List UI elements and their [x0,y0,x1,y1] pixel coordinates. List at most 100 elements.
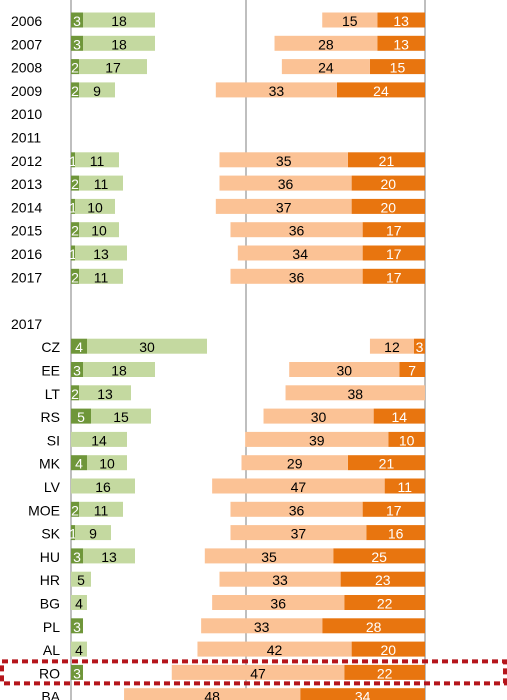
bar-orange-light [274,35,378,51]
bar-orange-light [230,525,367,541]
value-label: 38 [347,386,363,402]
row-label: 2010 [11,106,42,122]
row-label: AL [43,642,60,658]
value-label: 9 [93,83,101,99]
value-label: 3 [73,665,81,681]
value-label: 35 [261,549,277,565]
row-label: MK [39,456,61,472]
value-label: 11 [398,479,413,495]
bar-orange-dark [340,571,425,587]
value-label: 13 [101,549,117,565]
value-label: 24 [318,60,334,76]
bar-green-light [91,408,151,424]
bar-orange-light [212,478,385,494]
bar-orange-dark [362,268,425,284]
bar-green-light [71,595,87,610]
value-label: 15 [342,13,358,29]
value-label: 2 [71,60,79,76]
value-label: 12 [384,339,400,355]
value-label: 3 [73,13,81,29]
value-label: 20 [381,642,397,658]
value-label: 48 [204,689,220,700]
value-label: 11 [94,502,109,518]
value-label: 15 [390,60,406,76]
row-label: RO [39,665,60,681]
row-label: 2017 [11,269,42,285]
bar-orange-light [230,268,363,284]
value-label: 3 [73,36,81,52]
value-label: 1 [69,246,77,262]
bar-orange-dark [366,525,425,541]
value-label: 33 [269,83,285,99]
bar-orange-light [219,175,352,191]
row-label: 2015 [11,223,42,239]
bar-orange-dark [351,198,425,214]
bar-green-dark [71,35,83,51]
row-label: SI [47,432,60,448]
bar-orange-light [289,362,400,377]
value-label: 1 [69,199,77,215]
bar-orange-dark [351,641,425,657]
value-label: 3 [73,363,81,379]
value-label: 13 [393,36,409,52]
bar-orange-dark [351,175,425,191]
bar-green-dark [71,198,75,214]
value-label: 18 [111,36,127,52]
value-label: 33 [254,619,270,635]
row-label: HR [40,572,60,588]
value-label: 10 [91,223,107,239]
value-label: 7 [408,363,416,379]
value-label: 14 [392,409,408,425]
bar-orange-dark [399,362,425,377]
bar-green-dark [71,175,79,191]
bar-orange-dark [362,245,425,261]
bar-orange-dark [344,664,425,680]
bar-green-light [75,152,119,168]
value-label: 13 [93,246,109,262]
bar-orange-dark [377,12,425,28]
bar-orange-light [204,548,334,564]
row-label: 2013 [11,176,42,192]
value-label: 5 [77,409,85,425]
row-label: 2011 [11,130,41,146]
value-label: 4 [75,642,83,658]
value-label: 21 [379,153,395,169]
bar-green-light [79,222,119,238]
bar-orange-light [197,641,352,657]
bar-green-light [83,362,155,377]
bar-green-dark [71,82,79,98]
value-label: 1 [69,526,77,542]
bar-orange-dark [384,478,425,494]
bar-green-light [71,571,91,587]
value-label: 36 [289,223,305,239]
value-label: 4 [75,456,83,472]
bar-green-dark [71,618,83,634]
row-label: SK [41,526,60,542]
row-label: EE [41,363,60,379]
bar-green-light [87,338,207,354]
bar-green-light [79,385,131,401]
value-label: 21 [379,456,395,472]
bar-green-light [75,245,127,261]
bar-orange-light [245,431,389,447]
value-label: 14 [91,432,107,448]
value-label: 47 [291,479,307,495]
value-label: 13 [97,386,113,402]
bar-green-light [75,198,115,214]
bar-green-dark [71,501,79,517]
bar-green-light [71,641,87,657]
value-label: 34 [292,246,308,262]
bar-orange-dark [413,338,425,354]
bar-green-dark [71,338,87,354]
bar-orange-light [263,408,374,424]
value-label: 30 [311,409,327,425]
value-label: 2 [71,83,79,99]
value-label: 16 [388,526,404,542]
value-label: 2 [71,176,79,192]
bar-green-light [83,35,155,51]
row-label: MOE [28,502,60,518]
value-label: 18 [111,363,127,379]
bar-orange-dark [344,595,425,610]
value-label: 36 [278,176,294,192]
row-label: LV [44,479,61,495]
